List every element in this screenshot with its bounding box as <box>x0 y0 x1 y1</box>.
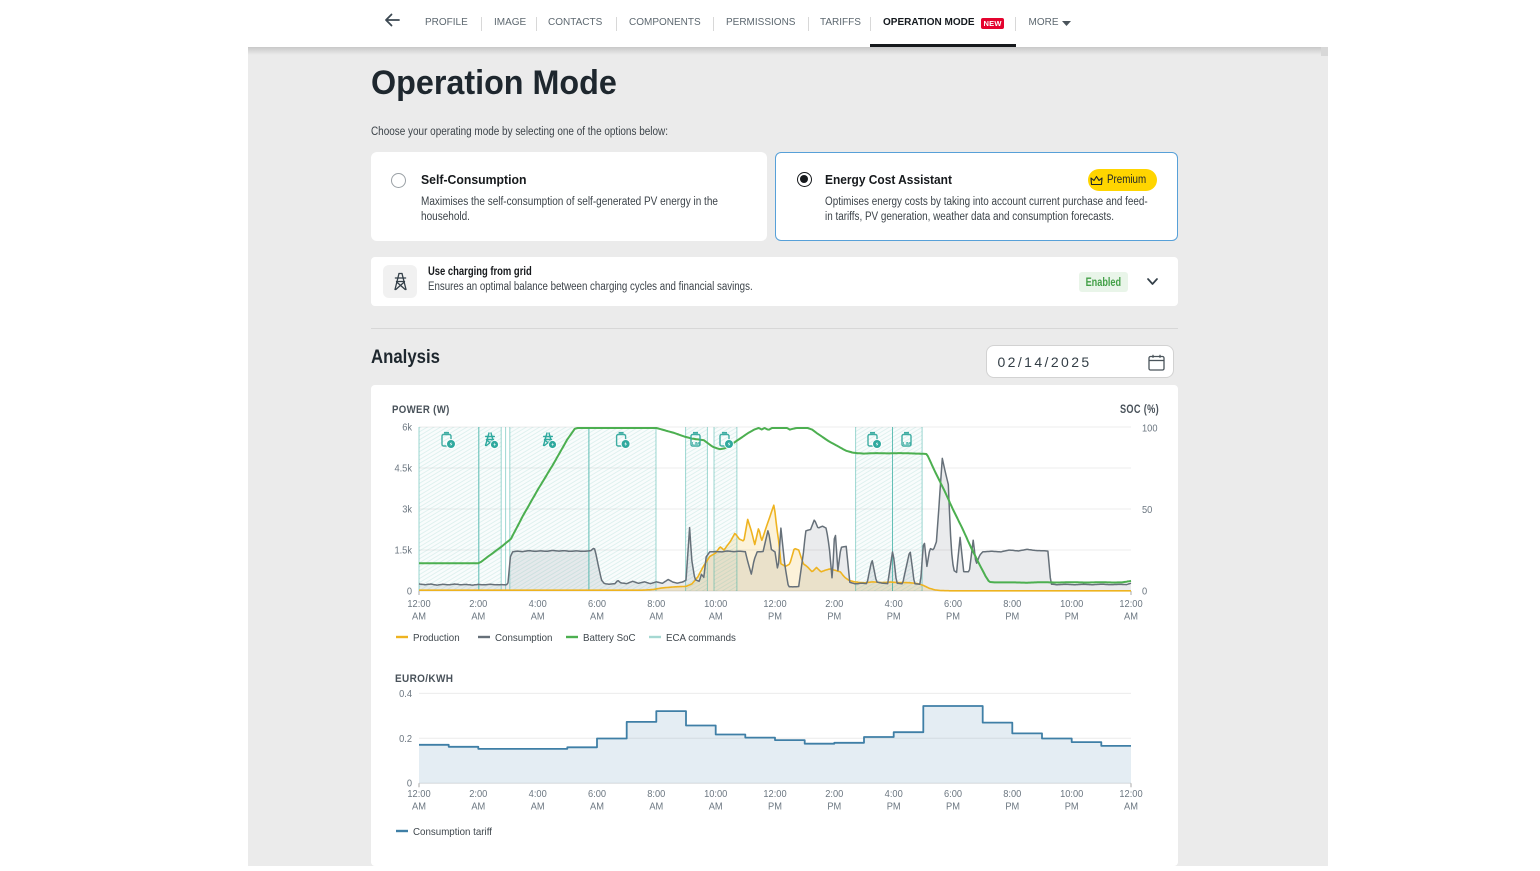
svg-text:Production: Production <box>413 633 460 644</box>
svg-text:10:00: 10:00 <box>704 599 727 610</box>
svg-text:POWER (W): POWER (W) <box>392 403 450 416</box>
svg-text:AM: AM <box>649 611 663 622</box>
svg-text:AM: AM <box>471 611 485 622</box>
svg-text:2:00: 2:00 <box>825 599 843 610</box>
svg-text:6k: 6k <box>402 422 412 433</box>
svg-text:8:00: 8:00 <box>647 789 665 800</box>
svg-text:AM: AM <box>412 611 426 622</box>
svg-text:LIM: LIM <box>692 441 700 446</box>
svg-text:0.4: 0.4 <box>399 689 413 700</box>
svg-text:12:00: 12:00 <box>407 599 430 610</box>
svg-text:8:00: 8:00 <box>1003 599 1021 610</box>
svg-text:12:00: 12:00 <box>763 789 786 800</box>
svg-text:PM: PM <box>887 801 901 812</box>
svg-text:AM: AM <box>1124 801 1138 812</box>
svg-text:4:00: 4:00 <box>529 789 547 800</box>
svg-text:PM: PM <box>946 801 960 812</box>
svg-text:LIM: LIM <box>903 441 911 446</box>
svg-text:0.2: 0.2 <box>399 734 412 745</box>
svg-text:PM: PM <box>887 611 901 622</box>
svg-text:AM: AM <box>709 611 723 622</box>
svg-text:6:00: 6:00 <box>944 789 962 800</box>
svg-text:6:00: 6:00 <box>588 789 606 800</box>
svg-text:10:00: 10:00 <box>704 789 727 800</box>
svg-text:4.5k: 4.5k <box>394 463 412 474</box>
svg-text:12:00: 12:00 <box>407 789 430 800</box>
svg-text:PM: PM <box>1005 801 1019 812</box>
svg-text:8:00: 8:00 <box>1003 789 1021 800</box>
svg-text:PM: PM <box>768 801 782 812</box>
svg-text:AM: AM <box>471 801 485 812</box>
svg-text:AM: AM <box>590 801 604 812</box>
svg-text:12:00: 12:00 <box>1119 789 1142 800</box>
svg-text:3k: 3k <box>402 504 412 515</box>
svg-text:PM: PM <box>768 611 782 622</box>
svg-text:PM: PM <box>827 611 841 622</box>
svg-text:2:00: 2:00 <box>469 599 487 610</box>
svg-text:PM: PM <box>946 611 960 622</box>
svg-text:Battery SoC: Battery SoC <box>583 633 636 644</box>
svg-text:4:00: 4:00 <box>885 789 903 800</box>
svg-text:AM: AM <box>412 801 426 812</box>
svg-text:AM: AM <box>709 801 723 812</box>
svg-text:AM: AM <box>590 611 604 622</box>
svg-text:0: 0 <box>1142 586 1147 597</box>
svg-text:PM: PM <box>1005 611 1019 622</box>
svg-text:12:00: 12:00 <box>1119 599 1142 610</box>
svg-text:4:00: 4:00 <box>529 599 547 610</box>
svg-text:6:00: 6:00 <box>944 599 962 610</box>
svg-text:ECA commands: ECA commands <box>666 633 736 644</box>
svg-text:EURO/KWH: EURO/KWH <box>395 672 453 685</box>
svg-text:0: 0 <box>407 778 412 789</box>
svg-text:AM: AM <box>1124 611 1138 622</box>
svg-text:PM: PM <box>827 801 841 812</box>
svg-text:6:00: 6:00 <box>588 599 606 610</box>
svg-text:2:00: 2:00 <box>825 789 843 800</box>
svg-text:0: 0 <box>407 586 412 597</box>
svg-text:SOC (%): SOC (%) <box>1120 404 1159 416</box>
svg-text:1.5k: 1.5k <box>394 545 412 556</box>
svg-text:4:00: 4:00 <box>885 599 903 610</box>
svg-text:PM: PM <box>1065 801 1079 812</box>
svg-text:8:00: 8:00 <box>647 599 665 610</box>
svg-text:Consumption: Consumption <box>495 633 552 644</box>
svg-text:AM: AM <box>531 801 545 812</box>
svg-text:50: 50 <box>1142 505 1152 516</box>
svg-text:AM: AM <box>531 611 545 622</box>
svg-text:AM: AM <box>649 801 663 812</box>
svg-text:Consumption tariff: Consumption tariff <box>413 827 492 838</box>
svg-text:PM: PM <box>1065 611 1079 622</box>
svg-text:2:00: 2:00 <box>469 789 487 800</box>
svg-text:10:00: 10:00 <box>1060 599 1083 610</box>
svg-text:10:00: 10:00 <box>1060 789 1083 800</box>
svg-text:100: 100 <box>1142 423 1157 434</box>
svg-text:12:00: 12:00 <box>763 599 786 610</box>
